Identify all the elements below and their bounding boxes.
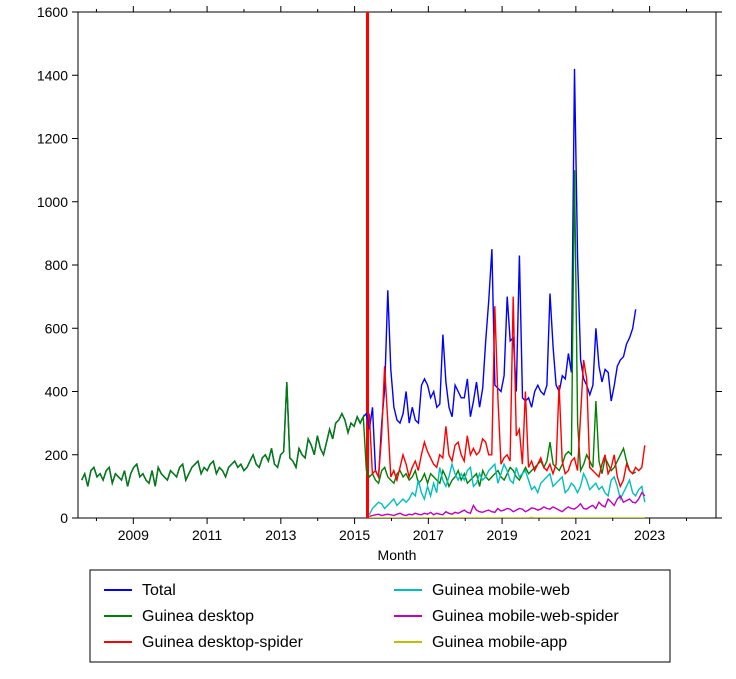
y-tick-label: 1200 xyxy=(37,131,68,147)
x-tick-label: 2023 xyxy=(634,527,665,543)
legend-label: Guinea mobile-app xyxy=(432,634,567,651)
x-tick-label: 2009 xyxy=(118,527,149,543)
chart-container: 0 200 400 600 800 1000 1200 1400 1600 2009 2011 201… xyxy=(0,0,736,679)
series-guinea-desktop-spider xyxy=(369,297,645,487)
y-tick-label: 1000 xyxy=(37,194,68,210)
y-tick-label: 0 xyxy=(60,510,68,526)
legend-label: Guinea mobile-web xyxy=(432,582,570,599)
x-axis-label: Month xyxy=(378,547,417,563)
legend-label: Guinea desktop xyxy=(142,608,254,625)
line-chart: 0 200 400 600 800 1000 1200 1400 1600 2009 2011 201… xyxy=(0,0,736,679)
legend-label: Total xyxy=(142,582,176,599)
y-tick-label: 200 xyxy=(45,447,69,463)
y-tick-label: 1400 xyxy=(37,67,68,83)
y-tick-label: 800 xyxy=(45,257,69,273)
legend-label: Guinea desktop-spider xyxy=(142,634,304,651)
x-tick-label: 2015 xyxy=(339,527,370,543)
y-tick-label: 600 xyxy=(45,320,69,336)
x-tick-label: 2019 xyxy=(487,527,518,543)
x-tick-label: 2021 xyxy=(560,527,591,543)
x-tick-label: 2011 xyxy=(192,527,222,543)
series-total xyxy=(82,69,636,487)
legend-label: Guinea mobile-web-spider xyxy=(432,608,619,625)
y-tick-label: 1600 xyxy=(37,4,68,20)
series-guinea-mobile-app xyxy=(369,517,645,518)
x-tick-label: 2017 xyxy=(413,527,444,543)
plot-frame xyxy=(78,12,716,518)
x-tick-label: 2013 xyxy=(265,527,296,543)
y-tick-label: 400 xyxy=(45,384,69,400)
